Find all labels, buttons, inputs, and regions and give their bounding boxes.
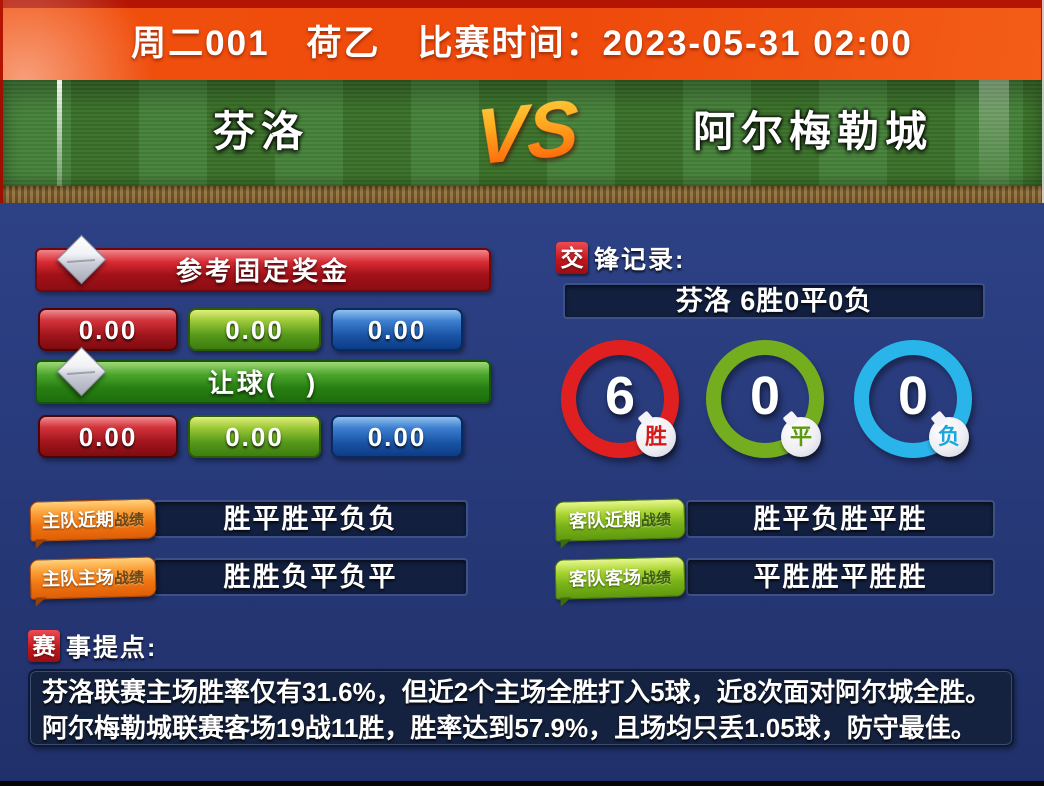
win-badge: 胜 (636, 417, 676, 457)
notes-line-1: 芬洛联赛主场胜率仅有31.6%，但近2个主场全胜打入5球，近8次面对阿尔城全胜。 (42, 677, 992, 707)
home-home-tab-suffix: 战绩 (113, 569, 145, 588)
home-home-form-value: 胜胜负平负平 (153, 558, 468, 596)
h2h-summary-bar: 芬洛 6胜0平0负 (563, 283, 985, 319)
vs-flame-icon: VS (471, 80, 582, 186)
notes-line-2: 阿尔梅勒城联赛客场19战11胜，胜率达到57.9%，且场均只丢1.05球，防守最… (42, 713, 977, 743)
fixed-odds-away-button[interactable]: 0.00 (331, 308, 463, 351)
window-edge-highlight (1042, 0, 1044, 203)
h2h-win-ring: 6 胜 (561, 340, 679, 458)
home-recent-form-value: 胜平胜平负负 (153, 500, 468, 538)
field-line-left (57, 80, 62, 186)
loss-badge-label: 负 (937, 424, 960, 449)
away-recent-form-tab: 客队近期战绩 (554, 498, 686, 542)
home-recent-tab-suffix: 战绩 (113, 511, 145, 530)
h2h-win-count: 6 (604, 365, 636, 426)
draw-badge-label: 平 (789, 424, 812, 449)
home-team-name: 芬洛 (212, 108, 309, 155)
notes-title-badge: 赛 (28, 630, 60, 662)
handicap-draw-button[interactable]: 0.00 (188, 415, 321, 458)
fixed-odds-banner: 参考固定奖金 (35, 248, 491, 292)
home-home-form-tab: 主队主场战绩 (29, 556, 157, 600)
notes-title-text: 事提点: (66, 634, 158, 662)
fixed-odds-draw-button[interactable]: 0.00 (188, 308, 321, 351)
h2h-draw-ring: 0 平 (706, 340, 824, 458)
dirt-strip (3, 186, 1044, 203)
draw-badge: 平 (781, 417, 821, 457)
h2h-title-text: 锋记录: (594, 246, 686, 274)
away-away-tab-label: 客队客场 (568, 567, 642, 590)
away-recent-form-value: 胜平负胜平胜 (686, 500, 995, 538)
handicap-banner: 让球( ) (35, 360, 491, 404)
diamond-icon (55, 233, 107, 285)
pitch-banner: 芬洛 VS 阿尔梅勒城 (0, 80, 1044, 203)
win-badge-label: 胜 (644, 424, 667, 449)
away-away-form-value: 平胜胜平胜胜 (686, 558, 995, 596)
away-recent-tab-label: 客队近期 (568, 509, 642, 532)
home-recent-form-tab: 主队近期战绩 (29, 498, 157, 542)
fixed-odds-home-button[interactable]: 0.00 (38, 308, 178, 351)
diamond-icon (55, 345, 107, 397)
h2h-draw-count: 0 (749, 365, 781, 426)
header-bar: 周二001 荷乙 比赛时间：2023-05-31 02:00 (0, 0, 1044, 90)
loss-badge: 负 (929, 417, 969, 457)
away-away-tab-suffix: 战绩 (640, 569, 672, 588)
away-away-form-tab: 客队客场战绩 (554, 556, 686, 600)
grass-background: 芬洛 VS 阿尔梅勒城 (3, 80, 1044, 186)
away-team-name: 阿尔梅勒城 (692, 108, 933, 155)
notes-panel: 芬洛联赛主场胜率仅有31.6%，但近2个主场全胜打入5球，近8次面对阿尔城全胜。… (28, 669, 1014, 747)
match-title: 周二001 荷乙 比赛时间：2023-05-31 02:00 (131, 24, 913, 63)
home-home-tab-label: 主队主场 (41, 567, 115, 590)
home-recent-tab-label: 主队近期 (41, 509, 115, 532)
notes-title: 赛 事提点: (28, 628, 157, 664)
handicap-home-button[interactable]: 0.00 (38, 415, 178, 458)
h2h-loss-count: 0 (897, 365, 929, 426)
handicap-away-button[interactable]: 0.00 (331, 415, 463, 458)
h2h-loss-ring: 0 负 (854, 340, 972, 458)
bottom-border (0, 781, 1044, 786)
away-recent-tab-suffix: 战绩 (640, 511, 672, 530)
h2h-title: 交 锋记录: (556, 240, 685, 276)
h2h-title-badge: 交 (556, 242, 588, 274)
main-panel: 参考固定奖金 0.00 0.00 0.00 让球( ) 0.00 0.00 0.… (0, 203, 1044, 786)
